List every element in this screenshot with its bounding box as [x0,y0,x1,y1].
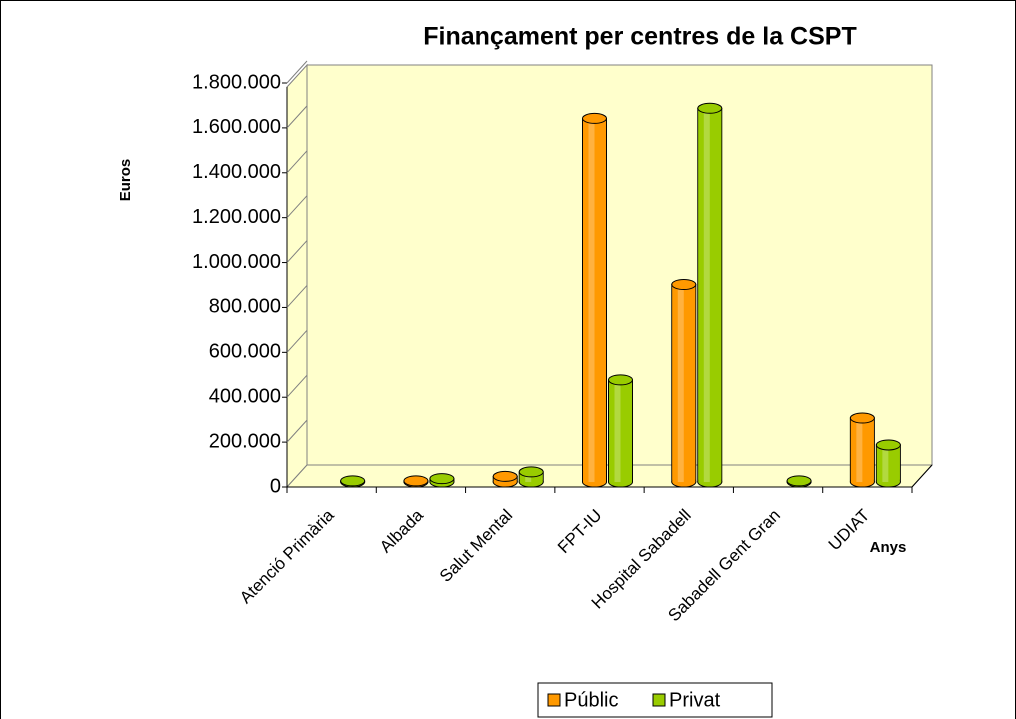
bar-body-cover [876,444,900,482]
bar [849,412,875,488]
bar-top [786,475,812,487]
y-tick-label: 0 [270,475,281,497]
bar [403,475,429,488]
bar [697,102,723,488]
y-tick-label: 800.000 [209,296,281,318]
y-tick-label: 1.400.000 [192,161,281,183]
y-axis-label: Euros [117,159,134,202]
bar [582,112,607,488]
wall-grid [286,419,308,443]
y-tick-label: 1.000.000 [192,251,281,273]
bar-body-cover [609,379,632,482]
bar [608,374,633,488]
x-axis-label: Anys [870,539,907,556]
wall-grid [286,150,308,174]
bar [671,278,697,488]
bar-top [518,466,544,478]
bar-top [582,112,607,124]
wall-grid [286,60,308,84]
legend-swatch [547,693,561,707]
bar-shine [588,118,595,483]
wall-grid [286,374,308,398]
bar-top [608,374,633,386]
bar-top [429,473,455,485]
bar-shine [856,418,863,482]
bar [875,439,901,488]
y-tick-label: 1.800.000 [192,71,281,93]
y-tick-label: 400.000 [209,386,281,408]
bar-shine [882,444,889,482]
bar-body-cover [672,284,696,482]
bar-top [492,470,518,482]
wall-grid [286,240,308,263]
bar-shine [614,379,621,482]
bar-top [671,278,697,290]
legend-label: Privat [669,689,721,711]
y-tick-label: 600.000 [209,341,281,363]
wall-grid [286,195,308,219]
bar-shine [677,284,684,482]
x-tick [911,464,933,488]
bar-body-cover [698,108,722,483]
bar-top [849,412,875,424]
bar-top [875,439,901,451]
y-tick-label: 1.200.000 [192,206,281,228]
legend-swatch [652,693,666,707]
bar-top [340,475,366,487]
bar-shine [703,108,710,483]
bar [786,475,812,488]
wall-grid [286,105,308,129]
bar [429,473,455,488]
legend-label: Públic [564,689,618,711]
bar-body-cover [850,418,874,482]
chart-title: Finançament per centres de la CSPT [423,23,856,51]
bar [518,466,544,488]
bar-body-cover [583,118,606,483]
bar-top [403,475,429,487]
bar [492,470,518,488]
y-tick-label: 1.600.000 [192,116,281,138]
wall-grid [286,329,308,353]
y-tick-label: 200.000 [209,430,281,452]
bar-top [697,102,723,114]
wall-grid [286,285,308,308]
bar [340,475,366,488]
